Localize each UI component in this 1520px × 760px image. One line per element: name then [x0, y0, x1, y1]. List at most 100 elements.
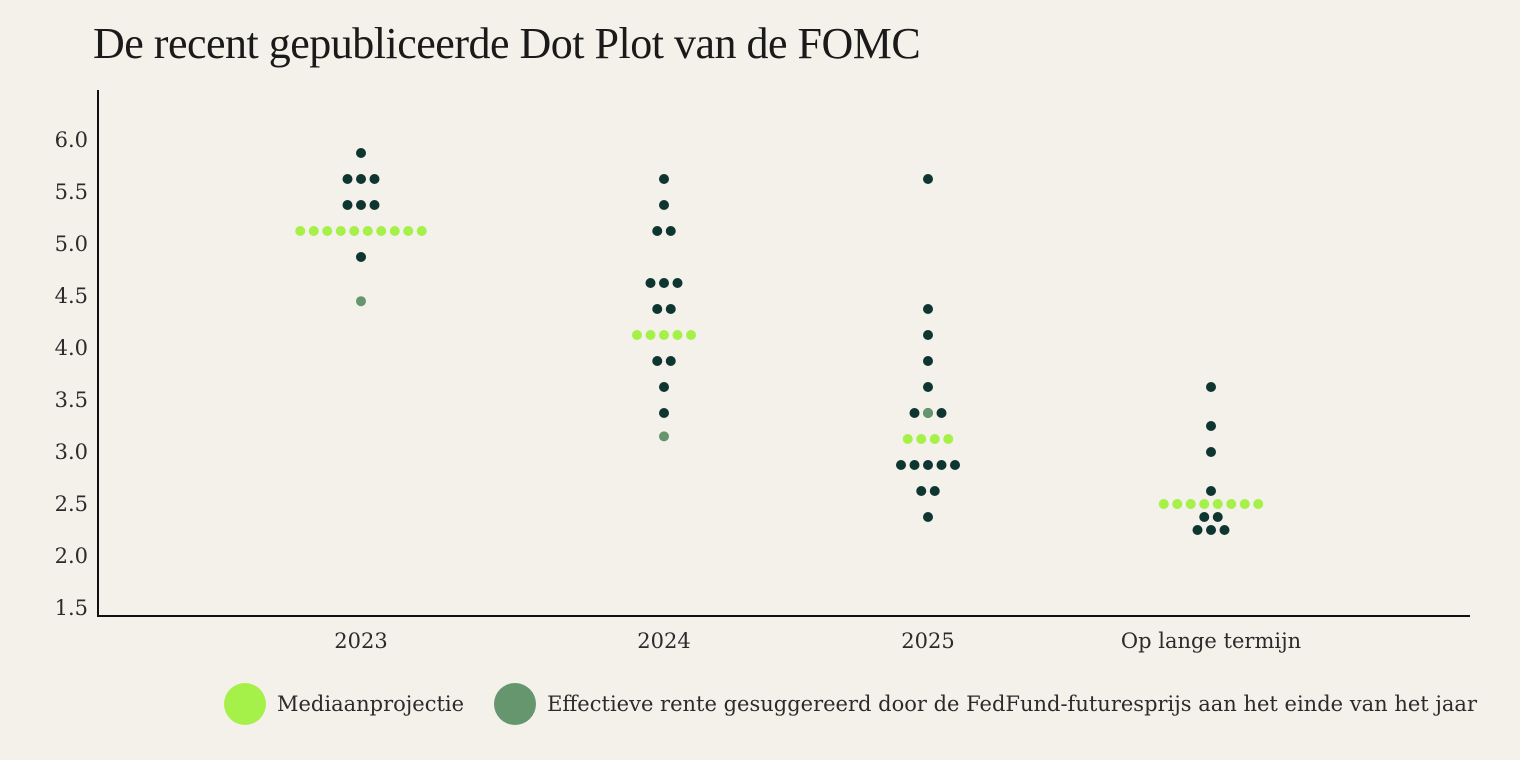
participant-dot [936, 408, 947, 418]
participant-dot [369, 174, 380, 184]
futures-dot [356, 296, 366, 307]
participant-dot [652, 356, 663, 366]
median-dot [632, 330, 642, 340]
median-dot [1185, 499, 1196, 509]
median-dot [659, 330, 669, 340]
participant-dot [356, 200, 366, 210]
legend: Mediaanprojectie Effectieve rente gesugg… [224, 683, 1507, 725]
participant-dot [659, 174, 669, 184]
legend-item-median: Mediaanprojectie [224, 683, 464, 725]
y-tick-label: 4.0 [55, 336, 88, 360]
axes [97, 90, 1470, 617]
median-dot [362, 226, 373, 236]
participant-dot [659, 278, 669, 288]
participant-dot [1206, 447, 1216, 457]
participant-dot [356, 174, 366, 184]
participant-dot [923, 174, 933, 184]
median-dot [403, 226, 414, 236]
y-tick-label: 6.0 [55, 128, 88, 152]
futures-dot [659, 431, 669, 442]
x-tick-label: Op lange termijn [1121, 629, 1301, 653]
median-dot [1199, 499, 1210, 509]
median-dot [335, 226, 346, 236]
legend-item-futures: Effectieve rente gesuggereerd door de Fe… [494, 683, 1477, 725]
x-axis-ticks: 2023 2024 2025 Op lange termijn [334, 629, 1301, 653]
participant-dot [659, 200, 669, 210]
y-tick-label: 5.0 [55, 232, 88, 256]
participant-dot [923, 304, 933, 314]
participant-dot [356, 148, 366, 158]
dots [295, 148, 1264, 535]
x-tick-label: 2024 [637, 629, 690, 653]
median-dot [943, 434, 954, 444]
participant-dot [1212, 512, 1223, 522]
participant-dot [1206, 525, 1216, 535]
legend-label-median: Mediaanprojectie [277, 692, 465, 716]
participant-dot [950, 460, 960, 470]
participant-dot [1219, 525, 1230, 535]
participant-dot [936, 460, 947, 470]
participant-dot [1206, 382, 1216, 392]
participant-dot [659, 408, 669, 418]
x-tick-label: 2025 [901, 629, 954, 653]
participant-dot [665, 226, 676, 236]
median-dot [916, 434, 927, 444]
participant-dot [356, 252, 366, 262]
median-dot [686, 330, 696, 340]
participant-dot [929, 486, 940, 496]
y-tick-label: 3.0 [55, 440, 88, 464]
median-dot [1226, 499, 1237, 509]
y-axis-ticks: 6.0 5.5 5.0 4.5 4.0 3.5 3.0 2.5 2.0 1.5 [55, 128, 88, 620]
legend-swatch-futures [494, 683, 537, 725]
median-dot [376, 226, 387, 236]
y-tick-label: 1.5 [55, 596, 88, 620]
participant-dot [342, 200, 353, 210]
participant-dot [665, 356, 676, 366]
participant-dot [923, 382, 933, 392]
median-dot [672, 330, 683, 340]
participant-dot [645, 278, 656, 288]
participant-dot [923, 356, 933, 366]
participant-dot [665, 304, 676, 314]
median-dot [645, 330, 656, 340]
median-dot [308, 226, 319, 236]
participant-dot [342, 174, 353, 184]
y-tick-label: 3.5 [55, 388, 88, 412]
y-tick-label: 5.5 [55, 180, 88, 204]
median-dot [416, 226, 427, 236]
participant-dot [909, 408, 920, 418]
x-tick-label: 2023 [334, 629, 387, 653]
participant-dot [1192, 525, 1203, 535]
legend-swatch-median [224, 683, 266, 725]
participant-dot [923, 512, 933, 522]
participant-dot [672, 278, 683, 288]
participant-dot [923, 330, 933, 340]
median-dot [1253, 499, 1264, 509]
participant-dot [909, 460, 920, 470]
median-dot [1158, 499, 1169, 509]
participant-dot [369, 200, 380, 210]
participant-dot [659, 382, 669, 392]
median-dot [1212, 499, 1223, 509]
participant-dot [652, 226, 663, 236]
median-dot [295, 226, 306, 236]
y-tick-label: 4.5 [55, 284, 88, 308]
median-dot [1172, 499, 1183, 509]
median-dot [389, 226, 400, 236]
median-dot [322, 226, 333, 236]
y-tick-label: 2.5 [55, 492, 88, 516]
participant-dot [1199, 512, 1210, 522]
participant-dot [923, 460, 933, 470]
participant-dot [916, 486, 927, 496]
chart-title: De recent gepubliceerde Dot Plot van de … [93, 19, 921, 68]
participant-dot [652, 304, 663, 314]
median-dot [929, 434, 940, 444]
median-dot [349, 226, 360, 236]
legend-label-futures: Effectieve rente gesuggereerd door de Fe… [547, 692, 1477, 716]
participant-dot [896, 460, 906, 470]
y-tick-label: 2.0 [55, 544, 88, 568]
median-dot [902, 434, 913, 444]
median-dot [1239, 499, 1250, 509]
